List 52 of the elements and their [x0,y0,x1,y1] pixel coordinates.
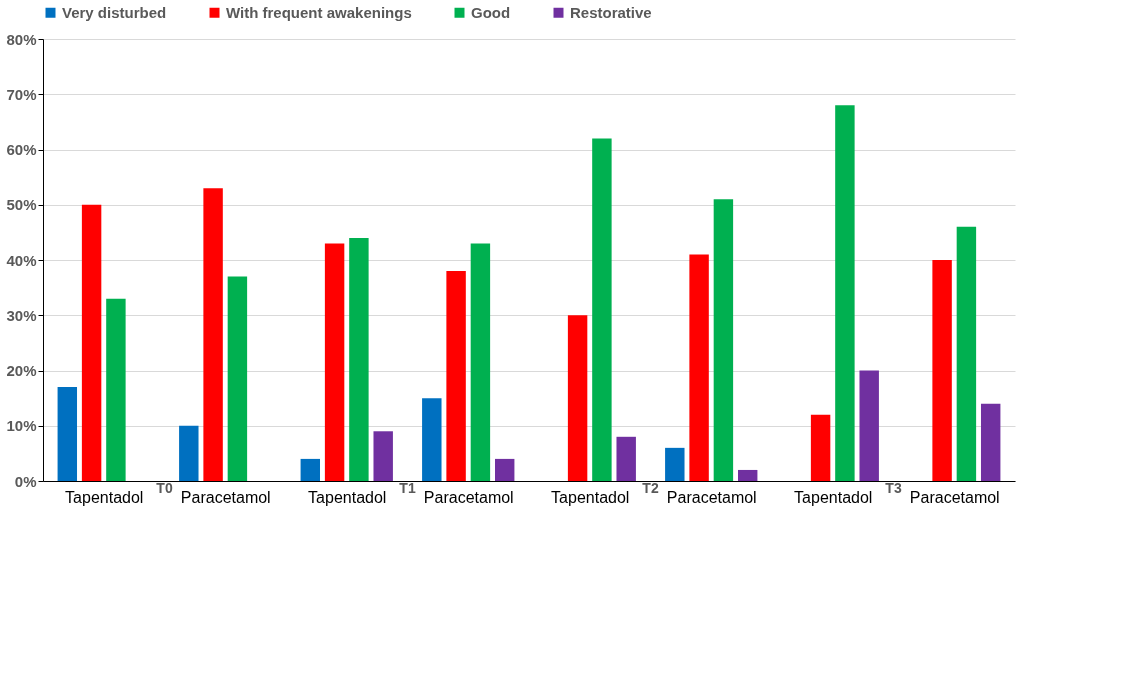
x-tick-label: Paracetamol [423,488,514,506]
y-tick-label: 0% [14,472,37,490]
bar [349,237,369,481]
bar [567,315,588,481]
y-tick-label: 50% [6,196,37,214]
bar [324,243,345,481]
bar [470,243,491,481]
bar [106,298,126,481]
bar [227,276,248,481]
bar [665,447,685,481]
y-tick-label: 80% [6,30,37,48]
y-tick-label: 20% [6,362,37,379]
y-tick-label: 30% [6,306,37,324]
legend-label: Restorative [570,3,652,21]
bar [835,105,855,481]
annotation: T3 [885,480,902,496]
annotation: T1 [399,480,416,496]
bar [713,199,734,481]
bar [373,431,393,481]
x-tick-label: Tapentadol [551,488,630,506]
bar [932,260,952,481]
y-tick-label: 60% [6,141,37,158]
annotation: T2 [642,480,659,496]
x-tick-label: Paracetamol [180,488,271,506]
bar [592,138,612,481]
bar [810,414,831,481]
bar [616,436,636,481]
bar [446,271,466,481]
bar [737,469,758,481]
y-tick-label: 10% [6,417,37,435]
bar [980,403,1001,481]
x-tick-label: Tapentadol [65,488,144,506]
bar [179,425,199,481]
bar [81,204,102,481]
x-tick-label: Tapentadol [308,488,387,506]
y-tick-label: 70% [6,85,37,103]
x-tick-label: Paracetamol [666,488,757,506]
bar [203,188,223,481]
x-tick-label: Tapentadol [794,488,873,506]
legend-label: With frequent awakenings [226,3,412,21]
annotation: T0 [156,480,173,496]
x-tick-label: Paracetamol [909,488,1000,506]
bar [300,458,321,481]
bar [422,398,442,481]
legend-label: Good [471,3,511,21]
bar [689,254,709,481]
bar [956,226,977,481]
bar [494,458,515,481]
y-tick-label: 40% [6,251,37,269]
legend-label: Very disturbed [62,3,167,21]
bar [859,370,879,481]
bar [57,387,78,481]
